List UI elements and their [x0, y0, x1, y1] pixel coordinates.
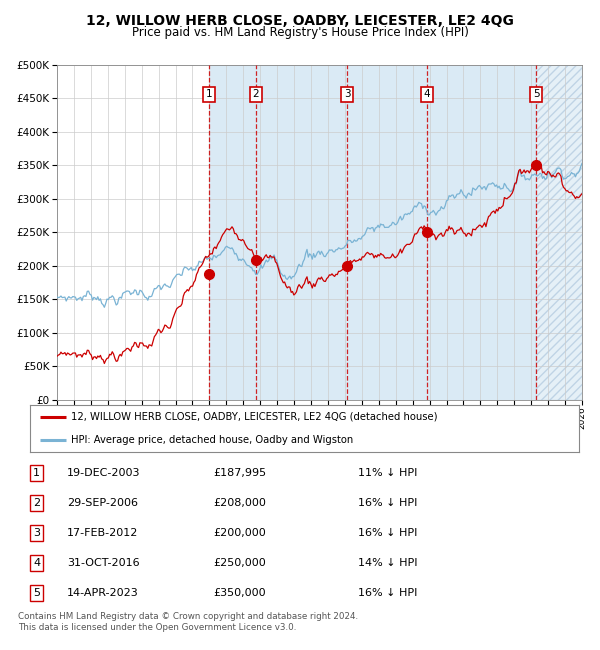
Text: 17-FEB-2012: 17-FEB-2012 [67, 528, 138, 538]
Text: 12, WILLOW HERB CLOSE, OADBY, LEICESTER, LE2 4QG (detached house): 12, WILLOW HERB CLOSE, OADBY, LEICESTER,… [71, 411, 437, 422]
Text: £187,995: £187,995 [214, 468, 267, 478]
Text: £200,000: £200,000 [214, 528, 266, 538]
Text: £250,000: £250,000 [214, 558, 266, 568]
Text: 3: 3 [33, 528, 40, 538]
Text: 12, WILLOW HERB CLOSE, OADBY, LEICESTER, LE2 4QG: 12, WILLOW HERB CLOSE, OADBY, LEICESTER,… [86, 14, 514, 29]
Text: 5: 5 [33, 588, 40, 598]
Text: 2: 2 [33, 498, 40, 508]
Text: HPI: Average price, detached house, Oadby and Wigston: HPI: Average price, detached house, Oadb… [71, 435, 353, 445]
Bar [536, 65, 590, 400]
Text: 3: 3 [344, 90, 350, 99]
Text: 16% ↓ HPI: 16% ↓ HPI [358, 588, 417, 598]
Text: 31-OCT-2016: 31-OCT-2016 [67, 558, 139, 568]
Text: 4: 4 [33, 558, 40, 568]
Text: 16% ↓ HPI: 16% ↓ HPI [358, 528, 417, 538]
Text: 1: 1 [33, 468, 40, 478]
Text: 29-SEP-2006: 29-SEP-2006 [67, 498, 138, 508]
Text: Price paid vs. HM Land Registry's House Price Index (HPI): Price paid vs. HM Land Registry's House … [131, 26, 469, 39]
Text: £350,000: £350,000 [214, 588, 266, 598]
Text: 14% ↓ HPI: 14% ↓ HPI [358, 558, 417, 568]
Text: 19-DEC-2003: 19-DEC-2003 [67, 468, 140, 478]
Text: 11% ↓ HPI: 11% ↓ HPI [358, 468, 417, 478]
Bar [209, 65, 536, 400]
Text: 5: 5 [533, 90, 539, 99]
Text: 16% ↓ HPI: 16% ↓ HPI [358, 498, 417, 508]
Text: £208,000: £208,000 [214, 498, 266, 508]
Text: Contains HM Land Registry data © Crown copyright and database right 2024.
This d: Contains HM Land Registry data © Crown c… [18, 612, 358, 632]
Text: 2: 2 [253, 90, 259, 99]
Text: 14-APR-2023: 14-APR-2023 [67, 588, 139, 598]
Text: 4: 4 [424, 90, 430, 99]
Text: 1: 1 [205, 90, 212, 99]
